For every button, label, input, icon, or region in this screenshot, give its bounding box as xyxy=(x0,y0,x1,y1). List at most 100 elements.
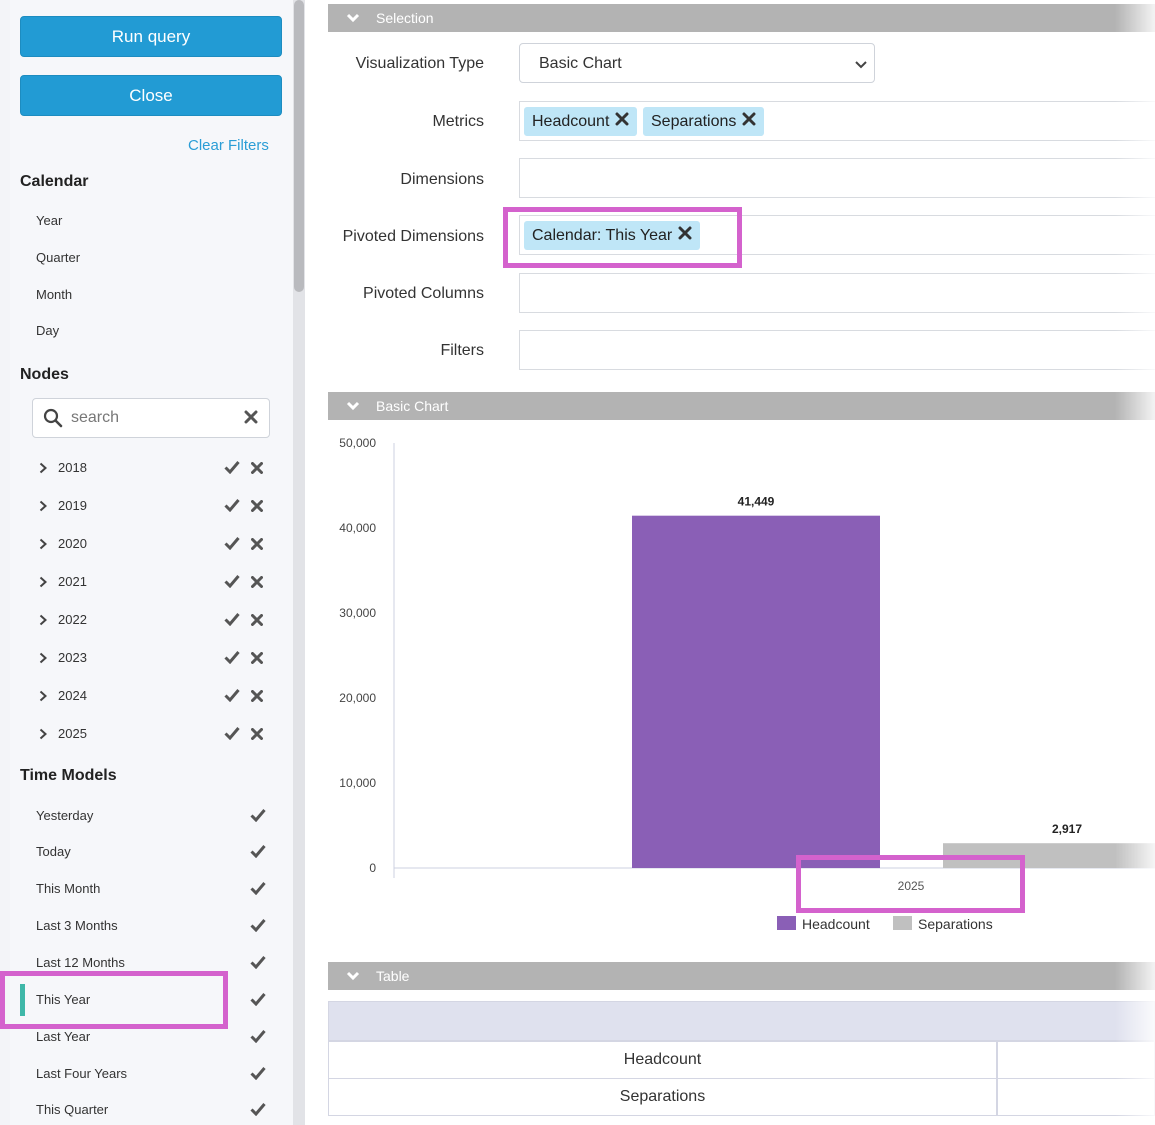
pivoted-dimension-tag-label: Calendar: This Year xyxy=(532,226,673,244)
dimensions-field[interactable] xyxy=(519,158,1155,198)
time-model-item[interactable]: Last 12 Months xyxy=(36,953,272,973)
node-item[interactable]: 2021 xyxy=(36,572,272,592)
time-models-section-title: Time Models xyxy=(20,767,117,784)
chevron-right-icon[interactable] xyxy=(38,461,48,479)
exclude-x-icon[interactable] xyxy=(251,651,263,669)
exclude-x-icon[interactable] xyxy=(251,499,263,517)
node-label: 2018 xyxy=(58,460,87,475)
close-button[interactable]: Close xyxy=(20,75,282,116)
check-icon[interactable] xyxy=(250,844,266,863)
check-icon[interactable] xyxy=(250,808,266,827)
metric-tag-separations: Separations xyxy=(643,107,765,136)
time-model-item[interactable]: Last 3 Months xyxy=(36,916,272,936)
include-check-icon[interactable] xyxy=(224,612,240,631)
time-model-item[interactable]: Today xyxy=(36,842,272,862)
include-check-icon[interactable] xyxy=(224,536,240,555)
chevron-right-icon[interactable] xyxy=(38,499,48,517)
include-check-icon[interactable] xyxy=(224,498,240,517)
chevron-right-icon[interactable] xyxy=(38,727,48,745)
check-icon[interactable] xyxy=(250,1102,266,1121)
time-model-item[interactable]: This Year xyxy=(36,990,272,1010)
node-item[interactable]: 2018 xyxy=(36,458,272,478)
time-model-item[interactable]: Yesterday xyxy=(36,806,272,826)
chevron-right-icon[interactable] xyxy=(38,651,48,669)
selection-panel-title: Selection xyxy=(376,10,434,26)
sidebar-scrollbar-thumb[interactable] xyxy=(294,0,304,292)
node-item[interactable]: 2020 xyxy=(36,534,272,554)
visualization-type-value: Basic Chart xyxy=(539,55,622,72)
table-cell-separations: Separations xyxy=(329,1079,998,1115)
y-tick-label: 10,000 xyxy=(339,776,376,790)
sidebar: Run query Close Clear Filters Calendar Y… xyxy=(0,0,293,1125)
calendar-item-day[interactable]: Day xyxy=(36,323,60,338)
metric-tag-label: Headcount xyxy=(532,112,610,130)
check-icon[interactable] xyxy=(250,955,266,974)
check-icon[interactable] xyxy=(250,1066,266,1085)
y-tick-label: 0 xyxy=(369,861,376,875)
time-model-label: This Year xyxy=(36,992,91,1007)
node-item[interactable]: 2019 xyxy=(36,496,272,516)
calendar-item-year[interactable]: Year xyxy=(36,213,63,228)
node-item[interactable]: 2022 xyxy=(36,610,272,630)
remove-tag-icon[interactable] xyxy=(678,226,692,245)
check-icon[interactable] xyxy=(250,1029,266,1048)
time-model-label: Yesterday xyxy=(36,808,94,823)
include-check-icon[interactable] xyxy=(224,688,240,707)
visualization-type-select[interactable]: Basic Chart xyxy=(519,43,875,83)
exclude-x-icon[interactable] xyxy=(251,537,263,555)
dimensions-label: Dimensions xyxy=(400,171,484,188)
search-icon xyxy=(43,408,63,433)
chevron-right-icon[interactable] xyxy=(38,613,48,631)
calendar-item-month[interactable]: Month xyxy=(36,287,73,302)
node-item[interactable]: 2024 xyxy=(36,686,272,706)
remove-tag-icon[interactable] xyxy=(615,112,629,131)
filters-label: Filters xyxy=(440,342,484,359)
chevron-right-icon[interactable] xyxy=(38,689,48,707)
legend-label: Separations xyxy=(918,916,993,932)
exclude-x-icon[interactable] xyxy=(251,575,263,593)
node-search-box[interactable] xyxy=(32,398,270,438)
bar-headcount xyxy=(632,515,880,868)
exclude-x-icon[interactable] xyxy=(251,689,263,707)
check-icon[interactable] xyxy=(250,881,266,900)
include-check-icon[interactable] xyxy=(224,460,240,479)
chevron-down-icon xyxy=(346,399,360,415)
x-tick-label: 2025 xyxy=(898,879,925,893)
remove-tag-icon[interactable] xyxy=(742,112,756,131)
y-tick-label: 50,000 xyxy=(339,436,376,450)
chevron-right-icon[interactable] xyxy=(38,537,48,555)
metric-tag-label: Separations xyxy=(651,112,737,130)
y-tick-label: 20,000 xyxy=(339,691,376,705)
table-panel-header[interactable]: Table xyxy=(328,962,1155,990)
exclude-x-icon[interactable] xyxy=(251,727,263,745)
time-model-item[interactable]: Last Year xyxy=(36,1027,272,1047)
clear-search-icon[interactable] xyxy=(243,409,259,430)
include-check-icon[interactable] xyxy=(224,574,240,593)
node-label: 2025 xyxy=(58,726,87,741)
calendar-item-quarter[interactable]: Quarter xyxy=(36,250,81,265)
filters-field[interactable] xyxy=(519,330,1155,370)
run-query-button[interactable]: Run query xyxy=(20,16,282,57)
node-label: 2019 xyxy=(58,498,87,513)
include-check-icon[interactable] xyxy=(224,726,240,745)
chart-panel-header[interactable]: Basic Chart xyxy=(328,392,1155,420)
check-icon[interactable] xyxy=(250,918,266,937)
pivoted-columns-field[interactable] xyxy=(519,273,1155,313)
time-model-label: This Quarter xyxy=(36,1102,109,1117)
time-model-item[interactable]: Last Four Years xyxy=(36,1064,272,1084)
selection-panel-header[interactable]: Selection xyxy=(328,4,1155,32)
clear-filters-link[interactable]: Clear Filters xyxy=(188,137,269,154)
node-item[interactable]: 2025 xyxy=(36,724,272,744)
check-icon[interactable] xyxy=(250,992,266,1011)
time-model-label: Last Year xyxy=(36,1029,91,1044)
include-check-icon[interactable] xyxy=(224,650,240,669)
time-model-item[interactable]: This Month xyxy=(36,879,272,899)
exclude-x-icon[interactable] xyxy=(251,613,263,631)
time-model-item[interactable]: This Quarter xyxy=(36,1100,272,1120)
table-row: Separations xyxy=(328,1078,1155,1116)
node-item[interactable]: 2023 xyxy=(36,648,272,668)
search-input[interactable] xyxy=(71,407,231,429)
chevron-right-icon[interactable] xyxy=(38,575,48,593)
sidebar-panel xyxy=(10,0,293,1125)
exclude-x-icon[interactable] xyxy=(251,461,263,479)
